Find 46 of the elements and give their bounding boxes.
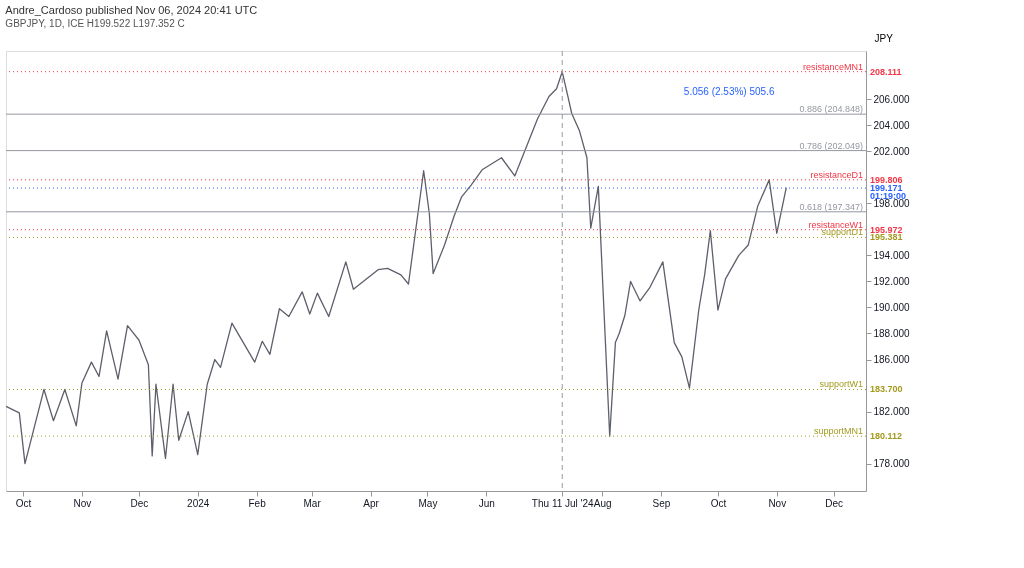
annotation: 5.056 (2.53%) 505.6 — [683, 86, 775, 98]
x-tick-label: Dec — [825, 497, 844, 509]
x-tick-label: Oct — [15, 497, 32, 509]
ref-line-label: 0.786 (202.049) — [799, 140, 863, 151]
y-tick-label: 192.000 — [873, 275, 911, 287]
ref-line-label: resistanceMN1 — [802, 61, 863, 72]
x-tick-label: Nov — [768, 497, 787, 509]
annotation: 195.381 — [870, 232, 903, 243]
y-tick-label: 182.000 — [873, 406, 911, 418]
y-tick-label: 188.000 — [873, 327, 911, 339]
x-tick-label: Oct — [710, 497, 727, 509]
ref-line-label: 0.618 (197.347) — [799, 201, 863, 212]
ref-line-label: supportD1 — [821, 227, 863, 238]
annotation: 183.700 — [870, 384, 903, 395]
x-tick-label: May — [418, 497, 438, 509]
chart-subtitle: GBPJPY, 1D, ICE H199.522 L197.352 C — [5, 18, 185, 29]
y-tick-label: 194.000 — [873, 249, 911, 261]
line-series — [5, 71, 787, 465]
y-tick-label: 202.000 — [873, 145, 911, 157]
annotation: 199.171 — [870, 183, 903, 194]
x-tick-label: Jun — [478, 497, 495, 509]
x-tick-label: Apr — [363, 497, 380, 509]
x-tick-label: Aug — [593, 497, 612, 509]
x-tick-label: 2024 — [187, 497, 210, 509]
ref-line-label: resistanceD1 — [810, 169, 863, 180]
chart-title: Andre_Cardoso published Nov 06, 2024 20:41 UTC — [5, 4, 258, 16]
y-tick-label: 190.000 — [873, 301, 911, 313]
y-tick-label: 178.000 — [873, 458, 911, 470]
annotation: 195.972 — [870, 224, 903, 235]
annotation: 199.806 — [870, 174, 903, 185]
ref-line-label: resistanceW1 — [808, 219, 863, 230]
ref-line-label: supportW1 — [819, 379, 863, 390]
y-tick-label: 206.000 — [873, 93, 911, 105]
x-tick-label: Feb — [248, 497, 267, 509]
y-tick-label: 186.000 — [873, 354, 911, 366]
ref-line-label: 0.886 (204.848) — [799, 104, 863, 115]
x-tick-label: Sep — [652, 497, 671, 509]
x-tick-label: Mar — [303, 497, 322, 509]
annotation: 180.112 — [870, 431, 903, 442]
ref-line-label: supportMN1 — [813, 426, 863, 437]
annotation: 208.111 — [870, 66, 902, 77]
y-tick-label: 204.000 — [873, 119, 911, 131]
x-tick-label: Thu 11 Jul '24 — [531, 497, 595, 509]
y-axis-title: JPY — [874, 32, 894, 44]
x-tick-label: Nov — [73, 497, 92, 509]
x-tick-label: Dec — [130, 497, 149, 509]
